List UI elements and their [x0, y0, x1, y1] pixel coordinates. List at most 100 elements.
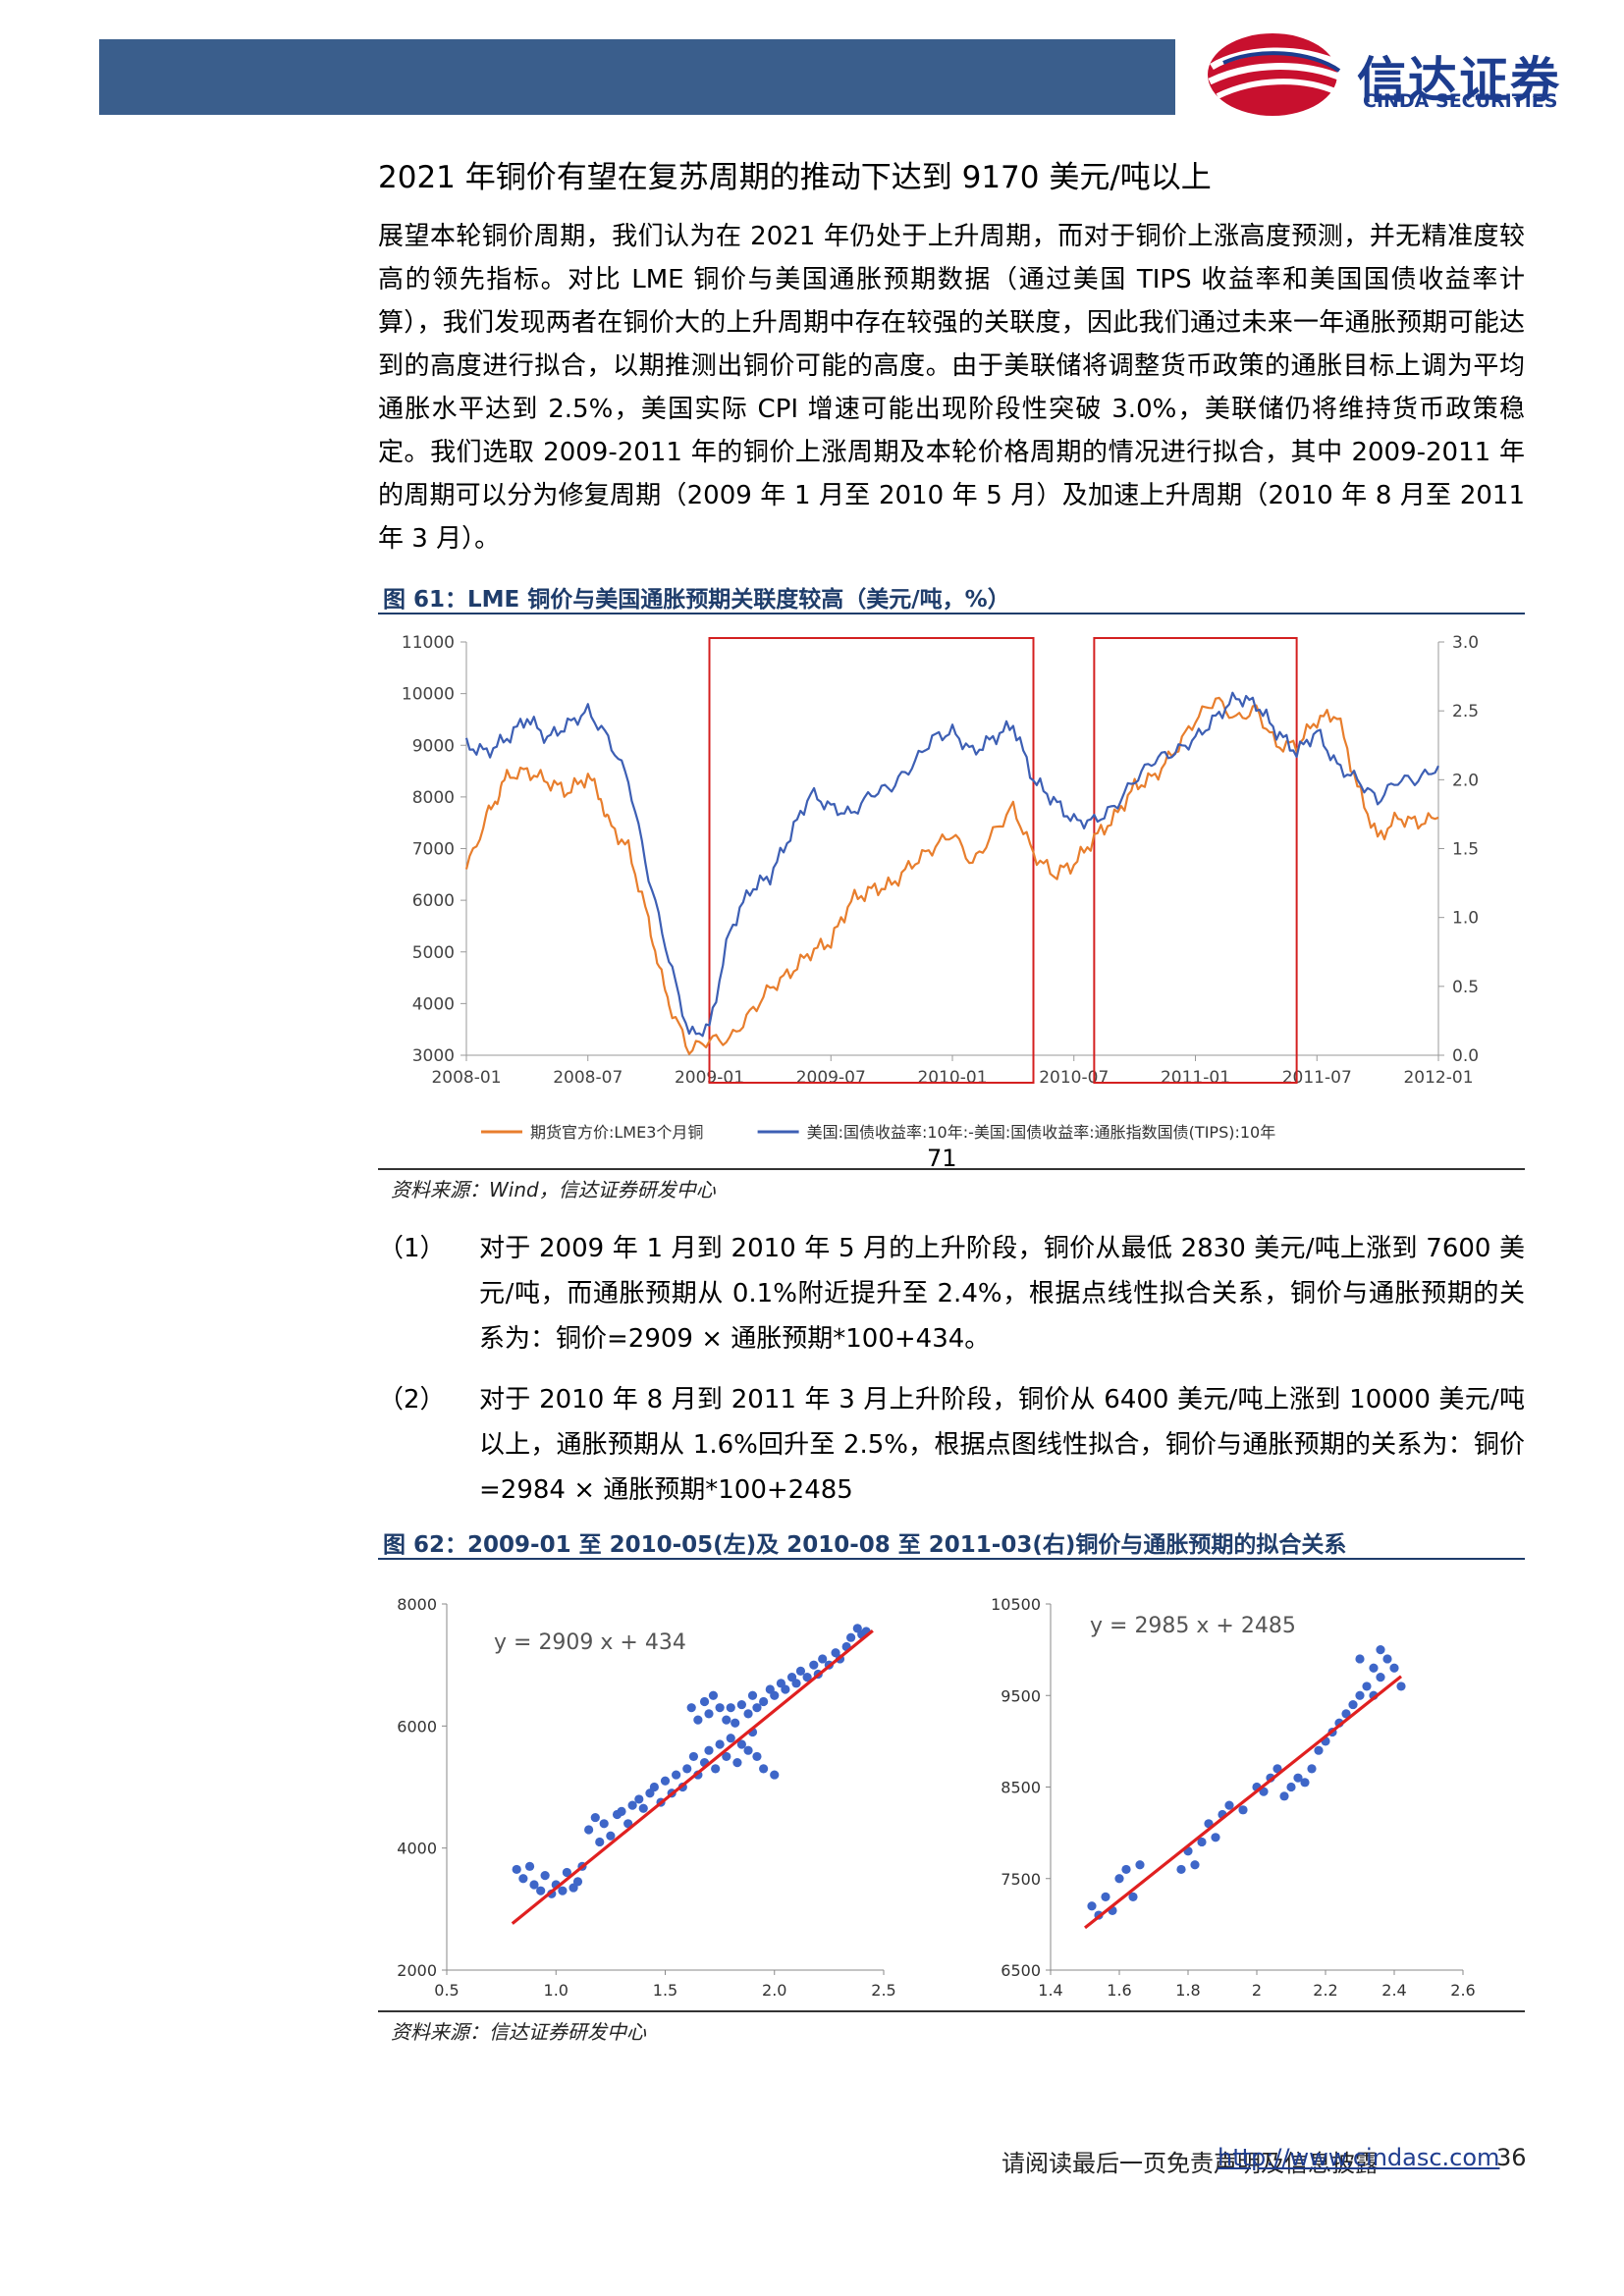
- y-right-tick-label: 0.0: [1452, 1046, 1479, 1066]
- scatter-point: [558, 1886, 568, 1896]
- scatter-point: [540, 1871, 550, 1881]
- x-tick-label: 2008-07: [553, 1068, 623, 1088]
- y-tick-label: 10500: [991, 1595, 1041, 1614]
- scatter-point: [1211, 1833, 1220, 1842]
- scatter-point: [704, 1709, 714, 1719]
- highlight-box: [1093, 637, 1298, 1084]
- y-tick-label: 8000: [397, 1595, 437, 1614]
- scatter-point: [711, 1764, 721, 1774]
- figure-62-source: 资料来源：信达证券研发中心: [391, 2020, 646, 2044]
- scatter-point: [693, 1715, 703, 1725]
- scatter-point: [818, 1654, 828, 1664]
- scatter-point: [846, 1632, 856, 1642]
- scatter-point: [759, 1764, 769, 1774]
- scatter-point: [1389, 1663, 1399, 1673]
- scatter-point: [512, 1864, 521, 1875]
- x-tick-label: 2.2: [1313, 1981, 1337, 2000]
- scatter-point: [627, 1800, 637, 1810]
- scatter-point: [617, 1806, 626, 1816]
- scatter-point: [649, 1782, 659, 1792]
- scatter-point: [1121, 1864, 1131, 1875]
- scatter-point: [1128, 1892, 1138, 1901]
- y-left-tick-label: 11000: [402, 633, 455, 653]
- scatter-point: [595, 1837, 605, 1847]
- y-left-tick-label: 3000: [412, 1046, 455, 1066]
- scatter-point: [770, 1690, 780, 1700]
- scatter-point: [736, 1699, 746, 1710]
- figure-61-bottom-rule: [378, 1168, 1525, 1170]
- y-right-tick-label: 1.5: [1452, 840, 1479, 860]
- scatter-point: [1369, 1663, 1379, 1673]
- scatter-point: [715, 1703, 725, 1713]
- logo-mark-icon: [1208, 33, 1345, 116]
- logo-english-name: CINDA SECURITIES: [1363, 90, 1558, 112]
- scatter-point: [529, 1880, 539, 1890]
- y-tick-label: 9500: [1001, 1686, 1041, 1705]
- figure-62-left-scatter: 2000 4000 6000 8000 0.5 1.0 1.5 2.0 2.5 y = 2909 …: [397, 1595, 895, 2000]
- x-tick-label: 2012-01: [1403, 1068, 1473, 1088]
- figure-61-stray-label: 71: [927, 1145, 957, 1172]
- scatter-point: [809, 1660, 819, 1670]
- scatter-point: [759, 1696, 769, 1707]
- scatter-point: [1190, 1860, 1200, 1870]
- company-logo: 信达证券 CINDA SECURITIES: [1204, 27, 1597, 122]
- legend-label: 美国:国债收益率:10年:-美国:国债收益率:通胀指数国债(TIPS):10年: [807, 1123, 1276, 1142]
- scatter-point: [752, 1751, 762, 1762]
- y-right-tick-label: 2.5: [1452, 702, 1479, 721]
- x-tick-label: 2010-01: [917, 1068, 987, 1088]
- figure-61-source: 资料来源：Wind，信达证券研发中心: [391, 1178, 716, 1201]
- figure-61-top-rule: [378, 613, 1525, 614]
- scatter-point: [1300, 1778, 1310, 1788]
- scatter-point: [770, 1770, 780, 1780]
- scatter-point: [524, 1861, 535, 1871]
- x-tick-label: 2.6: [1450, 1981, 1475, 2000]
- scatter-point: [1314, 1745, 1324, 1755]
- figure-62-top-rule: [378, 1558, 1525, 1560]
- item-text: 对于 2010 年 8 月到 2011 年 3 月上升阶段，铜价从 6400 美…: [479, 1385, 1525, 1505]
- scatter-point: [572, 1877, 583, 1887]
- scatter-point: [682, 1764, 692, 1774]
- scatter-point: [747, 1690, 758, 1700]
- x-tick-label: 2011-01: [1161, 1068, 1230, 1088]
- item-number: （2）: [378, 1385, 446, 1415]
- scatter-point: [1279, 1791, 1289, 1801]
- x-tick-label: 0.5: [434, 1981, 459, 2000]
- scatter-point: [1197, 1837, 1207, 1847]
- highlight-box: [708, 637, 1035, 1084]
- series-line: [464, 691, 1439, 1038]
- equation-label: y = 2985 x + 2485: [1090, 1614, 1296, 1638]
- scatter-point: [752, 1703, 762, 1713]
- scatter-point: [704, 1745, 714, 1755]
- y-tick-label: 6000: [397, 1717, 437, 1735]
- fit-line: [511, 1629, 874, 1925]
- equation-label: y = 2909 x + 434: [494, 1630, 686, 1655]
- scatter-point: [660, 1776, 671, 1786]
- scatter-point: [1376, 1645, 1385, 1655]
- scatter-point: [722, 1715, 731, 1725]
- scatter-point: [672, 1770, 681, 1780]
- x-tick-label: 2011-07: [1282, 1068, 1352, 1088]
- y-right-tick-label: 1.0: [1452, 909, 1479, 929]
- figure-62-right-scatter: 6500 7500 8500 9500 10500 1.4 1.6 1.8 2 2.2 2.4 2.6…: [991, 1595, 1476, 2000]
- y-right-tick-label: 3.0: [1452, 633, 1479, 653]
- scatter-point: [715, 1739, 725, 1749]
- scatter-point: [584, 1825, 594, 1835]
- x-tick-label: 2.0: [762, 1981, 786, 2000]
- x-tick-label: 2009-07: [796, 1068, 866, 1088]
- y-tick-label: 4000: [397, 1840, 437, 1858]
- scatter-point: [1286, 1782, 1296, 1792]
- scatter-point: [1307, 1764, 1317, 1774]
- footer-website-link[interactable]: http://www.cindasc.com: [1218, 2144, 1500, 2171]
- scatter-point: [1114, 1874, 1124, 1884]
- x-tick-label: 2: [1252, 1981, 1262, 2000]
- scatter-point: [726, 1734, 735, 1743]
- y-left-tick-label: 4000: [412, 994, 455, 1014]
- body-paragraph: 展望本轮铜价周期，我们认为在 2021 年仍处于上升周期，而对于铜价上涨高度预测…: [378, 222, 1525, 554]
- x-tick-label: 2.4: [1381, 1981, 1406, 2000]
- y-left-tick-label: 5000: [412, 943, 455, 963]
- scatter-point: [1224, 1800, 1234, 1810]
- figure-62-title: 图 62：2009-01 至 2010-05(左)及 2010-08 至 201…: [383, 1532, 1347, 1558]
- x-tick-label: 2010-07: [1039, 1068, 1109, 1088]
- scatter-point: [795, 1666, 806, 1676]
- y-right-tick-label: 2.0: [1452, 771, 1479, 790]
